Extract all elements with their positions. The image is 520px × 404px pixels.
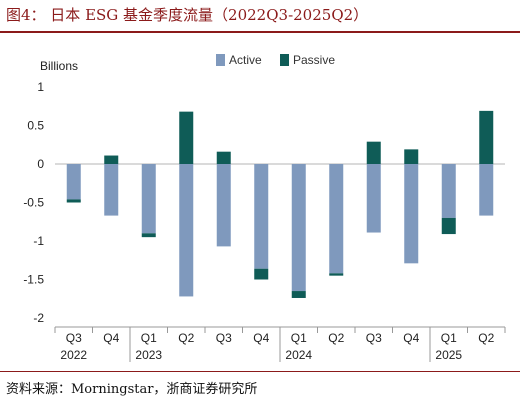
bar-active xyxy=(479,164,494,216)
x-tick-label: Q3 xyxy=(366,331,382,345)
legend-label-passive: Passive xyxy=(293,53,335,67)
bar-passive xyxy=(441,217,456,235)
y-axis-title: Billions xyxy=(40,59,78,73)
title-rule xyxy=(0,31,520,33)
bar-active xyxy=(329,164,344,274)
bar-active xyxy=(179,164,194,297)
x-year-label: 2023 xyxy=(135,348,162,362)
bar-passive xyxy=(329,273,344,276)
x-tick-label: Q4 xyxy=(103,331,119,345)
bar-passive xyxy=(179,111,194,164)
bar-active xyxy=(404,164,419,264)
y-tick-label: -1 xyxy=(33,234,44,248)
bar-active xyxy=(291,164,306,292)
bar-active xyxy=(366,164,381,233)
y-tick-label: 1 xyxy=(37,80,44,94)
x-tick-label: Q1 xyxy=(291,331,307,345)
x-tick-label: Q3 xyxy=(216,331,232,345)
bar-passive xyxy=(291,291,306,298)
y-tick-label: -0.5 xyxy=(23,196,44,210)
x-tick-label: Q2 xyxy=(478,331,494,345)
legend-label-active: Active xyxy=(229,53,262,67)
y-tick-label: 0.5 xyxy=(27,119,44,133)
x-tick-label: Q4 xyxy=(403,331,419,345)
source-rule xyxy=(0,371,520,372)
bar-active xyxy=(66,164,81,200)
x-year-label: 2022 xyxy=(60,348,87,362)
bar-active xyxy=(216,164,231,247)
x-tick-label: Q2 xyxy=(178,331,194,345)
y-tick-label: -1.5 xyxy=(23,273,44,287)
bar-passive xyxy=(104,155,119,164)
x-year-label: 2025 xyxy=(435,348,462,362)
y-tick-label: -2 xyxy=(33,311,44,325)
bar-active xyxy=(254,164,269,269)
bar-passive xyxy=(141,233,156,238)
bar-passive xyxy=(254,268,269,280)
bar-passive xyxy=(366,141,381,164)
bar-active xyxy=(441,164,456,218)
bar-passive xyxy=(66,199,81,203)
x-tick-label: Q2 xyxy=(328,331,344,345)
x-tick-label: Q1 xyxy=(141,331,157,345)
legend-swatch-passive xyxy=(280,54,289,66)
figure-title: 图4： 日本 ESG 基金季度流量（2022Q3-2025Q2） xyxy=(6,6,369,24)
bar-passive xyxy=(216,151,231,164)
y-tick-label: 0 xyxy=(37,157,44,171)
x-year-label: 2024 xyxy=(285,348,312,362)
x-tick-label: Q3 xyxy=(66,331,82,345)
bar-active xyxy=(141,164,156,234)
x-tick-label: Q1 xyxy=(441,331,457,345)
bar-active xyxy=(104,164,119,216)
bar-passive xyxy=(479,110,494,164)
bar-passive xyxy=(404,149,419,164)
source-note: 资料来源：Morningstar，浙商证券研究所 xyxy=(6,382,258,397)
x-tick-label: Q4 xyxy=(253,331,269,345)
legend-swatch-active xyxy=(216,54,225,66)
bar-chart: Billions -2 -1.5 -1 -0.5 0 0.5 1 Q3 2022 Q4 Q1 2023 Q… xyxy=(23,53,506,362)
